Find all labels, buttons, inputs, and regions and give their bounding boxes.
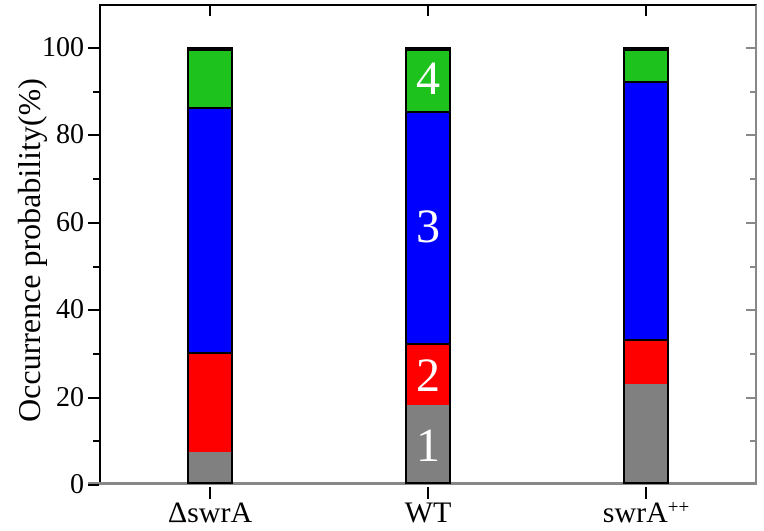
right-axis-major-tick xyxy=(746,221,755,224)
bar-segment-4 xyxy=(189,49,231,107)
bar-segment-1 xyxy=(625,383,667,482)
y-axis-tick-label: 100 xyxy=(42,32,84,63)
bar-segment-3 xyxy=(189,106,231,352)
bar-segment-3 xyxy=(625,80,667,340)
y-axis-major-tick xyxy=(88,396,99,399)
bottom-category-tick xyxy=(645,487,647,499)
y-axis-minor-tick xyxy=(93,352,99,355)
y-axis-major-tick xyxy=(88,47,99,49)
y-axis-major-tick xyxy=(88,484,99,486)
bottom-category-tick xyxy=(209,487,211,499)
bar-segment-2 xyxy=(407,343,449,406)
x-axis-line xyxy=(88,482,102,485)
x-category-label: swrA++ xyxy=(602,496,690,529)
bar-segment-1 xyxy=(407,405,449,482)
y-axis-major-tick xyxy=(88,134,99,137)
segment-label-3: 3 xyxy=(416,200,440,254)
right-axis-minor-tick xyxy=(750,178,755,181)
right-axis-major-tick xyxy=(746,134,755,137)
x-category-label: ΔswrA xyxy=(167,496,253,529)
segment-label-1: 1 xyxy=(416,418,440,472)
y-axis-minor-tick xyxy=(93,440,99,443)
right-axis-major-tick xyxy=(746,309,755,312)
segment-label-4: 4 xyxy=(416,51,440,105)
y-axis-tick-label: 80 xyxy=(56,119,84,151)
bar-segment-2 xyxy=(189,351,231,453)
bar-segment-4 xyxy=(407,49,449,111)
right-axis-minor-tick xyxy=(750,440,755,443)
segment-label-2: 2 xyxy=(416,348,440,402)
bar-segment-1 xyxy=(189,452,231,482)
right-axis-minor-tick xyxy=(750,90,755,93)
y-axis-major-tick xyxy=(88,309,99,312)
top-category-tick xyxy=(209,6,211,16)
bar-2 xyxy=(623,47,669,484)
y-axis-minor-tick xyxy=(93,265,99,268)
y-axis-tick-label: 20 xyxy=(56,381,84,413)
bar-segment-3 xyxy=(407,110,449,344)
y-axis-minor-tick xyxy=(93,178,99,181)
bar-segment-2 xyxy=(625,339,667,384)
bar-0 xyxy=(187,47,233,484)
x-category-label-superscript: ++ xyxy=(667,497,690,518)
right-axis-major-tick xyxy=(746,396,755,399)
y-axis-minor-tick xyxy=(93,90,99,93)
bottom-category-tick xyxy=(427,487,429,499)
top-category-tick xyxy=(427,6,429,16)
top-category-tick xyxy=(645,6,647,16)
y-axis-major-tick xyxy=(88,221,99,224)
bar-segment-4 xyxy=(625,49,667,81)
y-axis-tick-label: 60 xyxy=(56,206,84,238)
right-axis-minor-tick xyxy=(750,265,755,268)
y-axis-tick-label: 0 xyxy=(70,469,84,500)
right-axis-major-tick xyxy=(746,47,755,49)
right-axis-minor-tick xyxy=(750,352,755,355)
bar-1 xyxy=(405,47,451,484)
y-axis-tick-label: 40 xyxy=(56,294,84,326)
x-category-label: WT xyxy=(404,496,452,529)
